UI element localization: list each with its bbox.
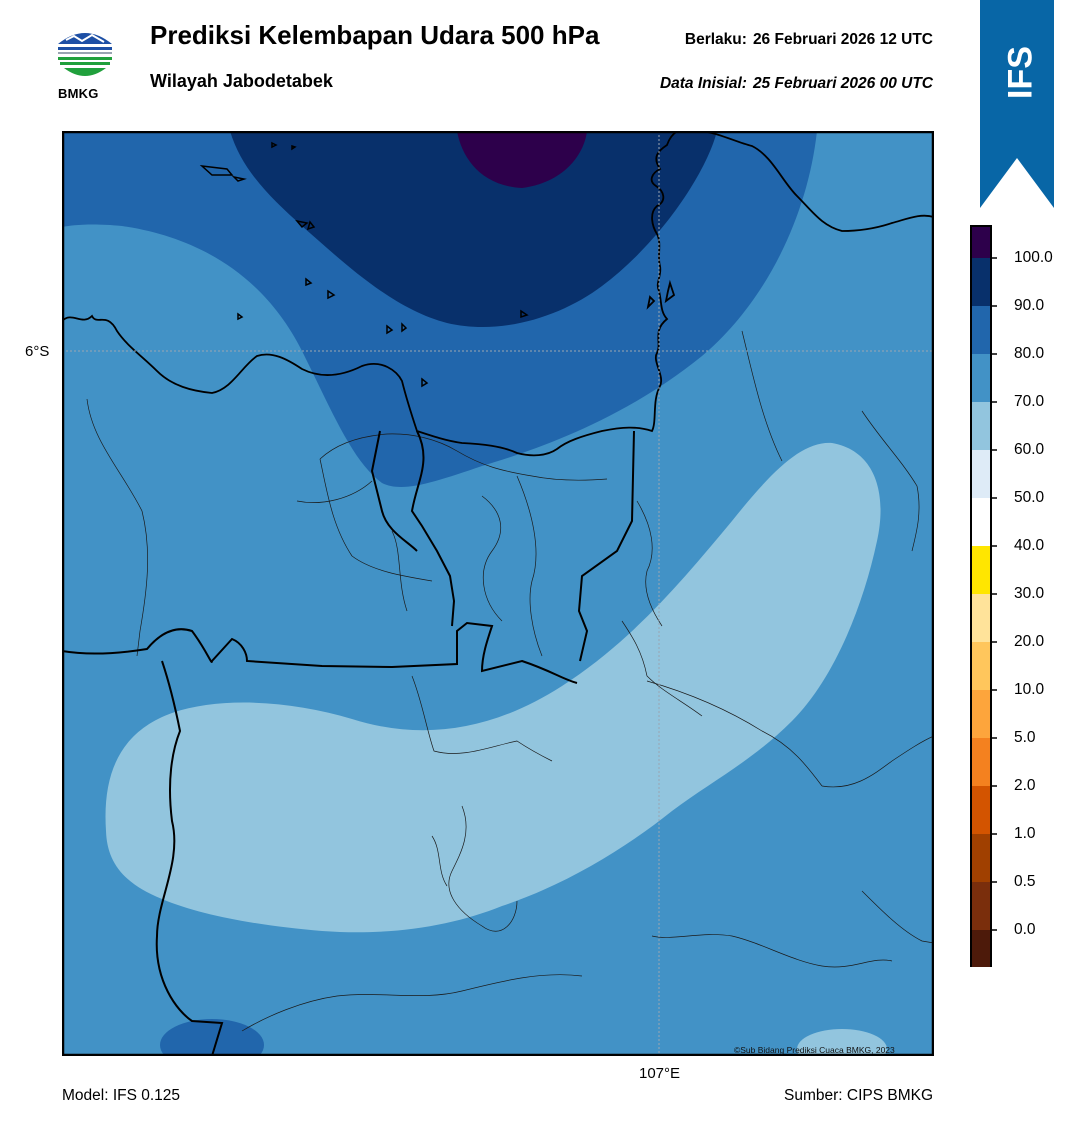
colorbar-swatch <box>971 834 991 882</box>
colorbar-swatch <box>971 354 991 402</box>
colorbar-swatch <box>971 402 991 450</box>
model-label: Model: IFS 0.125 <box>62 1087 181 1104</box>
colorbar-label: 40.0 <box>1014 537 1045 554</box>
source-label: Sumber: CIPS BMKG <box>783 1087 933 1104</box>
graticule <box>62 131 934 1056</box>
colorbar-swatch <box>971 226 991 258</box>
colorbar-swatch <box>971 930 991 978</box>
province-borders <box>62 430 635 1056</box>
humidity-zone-90-100 <box>230 131 717 328</box>
colorbar-swatch <box>971 594 991 642</box>
colorbar-label: 70.0 <box>1014 393 1045 410</box>
colorbar <box>968 222 1008 1059</box>
colorbar-swatch <box>971 738 991 786</box>
init-value: 25 Februari 2026 00 UTC <box>752 75 933 92</box>
colorbar-label: 10.0 <box>1014 681 1045 698</box>
humidity-zone-100 <box>457 131 587 188</box>
colorbar-label: 20.0 <box>1014 633 1045 650</box>
colorbar-swatch <box>971 786 991 834</box>
colorbar-label: 100.0 <box>1014 249 1053 266</box>
colorbar-swatch <box>971 306 991 354</box>
valid-label: Berlaku: <box>684 31 747 48</box>
colorbar-label: 0.0 <box>1014 921 1036 938</box>
colorbar-label: 2.0 <box>1014 777 1036 794</box>
humidity-zone-80-90-south <box>160 1019 264 1056</box>
colorbar-swatches <box>970 225 997 1059</box>
coastline <box>62 131 934 457</box>
district-borders <box>86 330 934 1032</box>
colorbar-label: 1.0 <box>1014 825 1036 842</box>
lon-label: 107°E <box>639 1065 681 1082</box>
valid-value: 26 Februari 2026 12 UTC <box>752 31 933 48</box>
ifs-badge <box>980 0 1054 210</box>
bmkg-logo <box>52 20 118 86</box>
humidity-zone-60-70-southeast <box>797 1029 887 1056</box>
colorbar-label: 50.0 <box>1014 489 1045 506</box>
init-label: Data Inisial: <box>659 75 747 92</box>
colorbar-swatch <box>971 258 991 306</box>
colorbar-label: 90.0 <box>1014 297 1045 314</box>
ifs-badge-text: IFS <box>1001 46 1040 100</box>
colorbar-label: 5.0 <box>1014 729 1036 746</box>
colorbar-label: 30.0 <box>1014 585 1045 602</box>
lat-label: 6°S <box>25 343 50 360</box>
colorbar-swatch <box>971 546 991 594</box>
logo-text: BMKG <box>58 86 99 101</box>
colorbar-label: 60.0 <box>1014 441 1045 458</box>
map-credit: ©Sub Bidang Prediksi Cuaca BMKG, 2023 <box>734 1045 895 1055</box>
colorbar-swatch <box>971 498 991 546</box>
colorbar-swatch <box>971 642 991 690</box>
bmkg-logo-icon <box>56 24 114 82</box>
humidity-map <box>61 130 935 1057</box>
colorbar-swatch <box>971 450 991 498</box>
colorbar-swatch <box>971 882 991 930</box>
chart-title: Prediksi Kelembapan Udara 500 hPa <box>150 20 600 50</box>
islands <box>199 141 529 388</box>
valid-time: Berlaku: 26 Februari 2026 12 UTC <box>685 31 933 49</box>
init-time: Data Inisial: 25 Februari 2026 00 UTC <box>660 75 933 93</box>
humidity-zone-60-70 <box>105 442 881 933</box>
region-subtitle: Wilayah Jabodetabek <box>150 71 333 91</box>
ifs-ribbon-icon <box>980 0 1054 208</box>
colorbar-label: 0.5 <box>1014 873 1036 890</box>
colorbar-label: 80.0 <box>1014 345 1045 362</box>
colorbar-swatch <box>971 690 991 738</box>
map-frame <box>61 130 935 1057</box>
map-canvas <box>61 130 935 1057</box>
